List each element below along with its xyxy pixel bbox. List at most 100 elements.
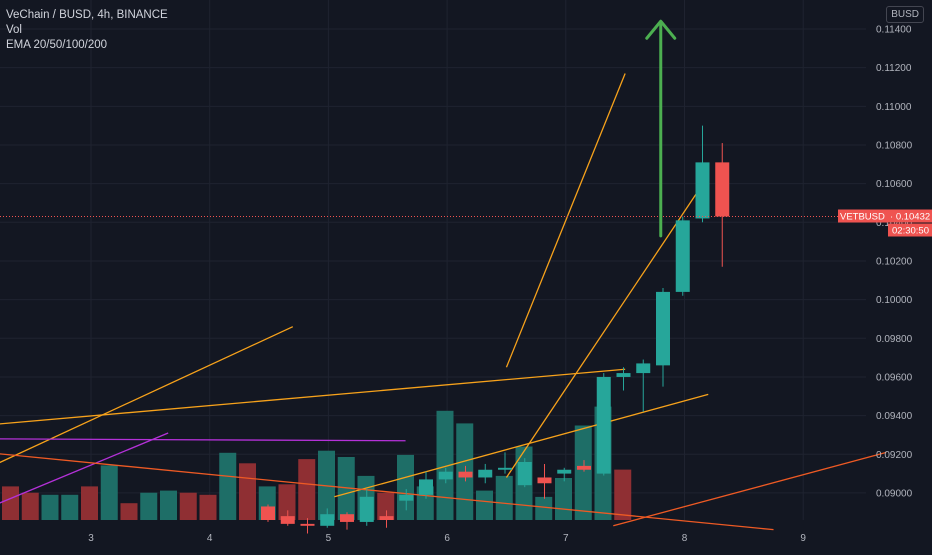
chart-legend[interactable]: VeChain / BUSD, 4h, BINANCE Vol EMA 20/5…	[6, 8, 168, 53]
candle-body	[300, 523, 315, 526]
candle-body	[636, 363, 651, 374]
candle[interactable]	[636, 359, 651, 412]
price-tick-label: 0.10200	[876, 256, 913, 267]
candle[interactable]	[517, 458, 532, 488]
price-tag-price-value: 0.10432	[896, 212, 930, 223]
price-tick-label: 0.10000	[876, 295, 913, 306]
candle[interactable]	[300, 518, 315, 534]
time-axis[interactable]: 3 4 5 6 7 8 9	[88, 533, 806, 544]
volume-bar	[377, 492, 395, 520]
time-tick-label: 5	[326, 533, 332, 544]
candle[interactable]	[596, 373, 611, 476]
currency-selector[interactable]: BUSD	[886, 6, 924, 23]
candle[interactable]	[359, 489, 374, 526]
candle[interactable]	[379, 510, 394, 528]
volume-bar	[239, 463, 256, 520]
candle-body	[675, 220, 690, 292]
arrow-head	[645, 19, 677, 40]
volume-bar	[337, 457, 355, 520]
price-tag-countdown-bg	[888, 223, 932, 237]
trendline-purple[interactable]	[0, 438, 406, 442]
candle-body	[577, 465, 591, 470]
candlesticks[interactable]	[261, 125, 730, 534]
last-price-tag: VETBUSD · 0.10432 02:30:50	[838, 209, 932, 237]
volume-bar	[298, 459, 316, 520]
candle-body	[537, 477, 552, 484]
volume-bar	[100, 465, 118, 520]
candle[interactable]	[537, 463, 552, 499]
volume-bar	[120, 503, 138, 520]
volume-bar	[81, 486, 98, 520]
candle-body	[340, 514, 354, 522]
candle-body	[596, 376, 611, 474]
candle[interactable]	[399, 489, 414, 511]
candle-body	[320, 514, 335, 526]
trendline-red-orange[interactable]	[613, 451, 887, 527]
time-tick-label: 9	[800, 533, 806, 544]
candle[interactable]	[280, 510, 295, 526]
price-tick-label: 0.09800	[876, 334, 913, 345]
candle[interactable]	[616, 367, 631, 391]
price-tag-symbol-bg	[838, 209, 890, 223]
candle-body	[715, 162, 730, 217]
trendline-orange[interactable]	[0, 368, 626, 425]
candle[interactable]	[340, 512, 354, 530]
candle[interactable]	[438, 467, 453, 484]
volume-bar	[436, 410, 454, 520]
candle-body	[656, 291, 670, 366]
candle[interactable]	[498, 452, 512, 474]
time-tick-label: 4	[207, 533, 213, 544]
legend-title[interactable]: VeChain / BUSD, 4h, BINANCE	[6, 9, 168, 21]
volume-bar	[61, 494, 79, 520]
candle-body	[359, 496, 374, 522]
up-arrow-annotation[interactable]	[645, 19, 677, 238]
price-tick-label: 0.09600	[876, 372, 913, 383]
volume-bar	[614, 469, 632, 520]
volume-bar	[160, 490, 177, 520]
candle[interactable]	[458, 465, 473, 482]
trendline-purple[interactable]	[0, 432, 169, 505]
candle[interactable]	[577, 460, 591, 472]
price-tick-label: 0.10800	[876, 140, 913, 151]
trendline-orange[interactable]	[505, 73, 626, 368]
volume-bar	[476, 490, 493, 520]
volume-bar	[199, 494, 217, 520]
price-tick-label: 0.11400	[876, 24, 912, 35]
candle-body	[261, 506, 275, 520]
price-tick-label: 0.11000	[876, 102, 912, 113]
candle-body	[379, 516, 394, 520]
time-tick-label: 6	[444, 533, 450, 544]
volume-bar	[397, 454, 414, 520]
time-tick-label: 7	[563, 533, 569, 544]
candle[interactable]	[419, 471, 433, 499]
legend-ema[interactable]: EMA 20/50/100/200	[6, 39, 108, 51]
trendline-orange[interactable]	[334, 393, 709, 498]
volume-bar	[495, 475, 513, 520]
candle[interactable]	[675, 216, 690, 296]
candle[interactable]	[478, 463, 493, 484]
price-tick-label: 0.09000	[876, 488, 913, 499]
candle[interactable]	[261, 504, 275, 522]
legend-volume[interactable]: Vol	[6, 24, 22, 36]
candle[interactable]	[656, 288, 670, 387]
candle[interactable]	[557, 467, 572, 482]
trendline-orange[interactable]	[0, 326, 294, 470]
trendline-red-orange[interactable]	[0, 452, 774, 531]
trendlines[interactable]	[0, 73, 887, 531]
volume-bar	[278, 484, 296, 520]
candle-body	[498, 467, 512, 470]
price-tick-label: 0.11200	[876, 63, 912, 74]
candle[interactable]	[320, 508, 335, 528]
trendline-orange[interactable]	[505, 175, 709, 478]
volume-bar	[219, 452, 237, 520]
price-tick-label: 0.10600	[876, 179, 913, 190]
candle-body	[419, 479, 433, 495]
price-axis[interactable]: 0.11400 0.11200 0.11000 0.10800 0.10600 0.104…	[876, 24, 913, 499]
candle[interactable]	[715, 143, 730, 267]
volume-bar	[574, 425, 592, 520]
price-tag-price: · 0.10432	[890, 212, 930, 223]
candle[interactable]	[695, 125, 710, 223]
candle-body	[478, 469, 493, 478]
